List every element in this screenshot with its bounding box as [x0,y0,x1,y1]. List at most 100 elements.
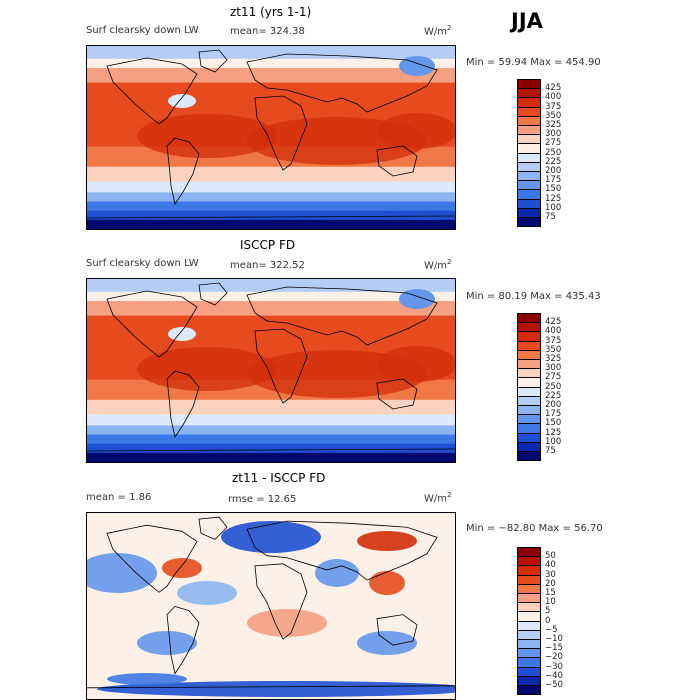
field-anomaly [97,681,455,697]
coastline [106,524,198,593]
colorbar-tick-label: 300 [545,129,562,140]
colorbar-tick-label: 100 [545,202,562,213]
field-anomaly [87,553,157,593]
field-band [87,219,455,229]
colorbar-tick-label: 50 [545,551,556,562]
colorbar-tick-label: −50 [545,680,563,690]
colorbar-tick-label: 275 [545,138,562,149]
field-anomaly [177,581,237,605]
coastline [198,282,228,306]
colorbar-tick-label: 20 [545,578,556,589]
coastline [254,95,308,171]
coastline [254,328,308,404]
colorbar-tick-label: 400 [545,92,562,103]
colorbar-tick-label: 200 [545,400,562,410]
colorbar-tick-label: 350 [545,110,562,121]
coastline [106,290,198,358]
colorbar-tick-label: 175 [545,175,562,186]
panel2-units: W/m2 [424,258,452,272]
field-blob [377,346,455,382]
panel1-minmax: Min = 59.94 Max = 454.90 [466,57,601,68]
field-band [87,399,455,416]
field-band [87,166,455,183]
field-blob [168,94,196,108]
colorbar-tick-label: 30 [545,569,556,580]
colorbar-tick-label: 150 [545,184,562,195]
colorbar-swatch [517,685,541,696]
colorbar-tick-label: 250 [545,381,562,392]
panel3-mean: mean = 1.86 [86,492,152,503]
field-band [87,452,455,462]
field-anomaly [107,673,187,685]
field-anomaly [247,609,327,637]
panel3-title: zt11 - ISCCP FD [232,471,326,485]
field-band [87,201,455,212]
panel1-mean: mean= 324.38 [230,26,305,37]
colorbar-tick-label: 275 [545,372,562,383]
coastline [198,516,228,540]
field-band [87,291,455,302]
colorbar-tick-label: 0 [545,615,551,626]
colorbar-tick-label: 15 [545,588,556,598]
colorbar-tick-label: 425 [545,83,562,94]
coastline [166,137,200,206]
coastline [376,614,418,646]
colorbar-tick-label: 250 [545,147,562,158]
colorbar-tick-label: 425 [545,317,562,328]
field-anomaly [357,631,417,655]
field-anomaly [162,558,202,578]
coastline [198,49,228,73]
colorbar-tick-label: 5 [545,606,551,617]
field-band [87,300,455,317]
colorbar-tick-label: −20 [545,652,563,663]
colorbar-tick-label: 150 [545,418,562,429]
field-band [87,181,455,194]
field-map-svg [87,513,455,699]
field-blob [137,347,277,391]
coastline [166,606,200,675]
coastline [376,145,418,177]
season-label: JJA [511,9,543,33]
coastline [87,448,455,452]
panel1-units: W/m2 [424,24,452,38]
field-blob [399,289,435,309]
colorbar-tick-label: 350 [545,344,562,355]
field-band [87,46,455,60]
field-anomaly [137,631,197,655]
coastline [254,563,308,640]
field-band [87,67,455,84]
field-band [87,210,455,221]
field-anomaly [357,531,417,551]
colorbar-tick-label: 10 [545,597,556,608]
field-band [87,425,455,436]
panel1-title: zt11 (yrs 1-1) [230,5,312,19]
colorbar-tick-label: 175 [545,409,562,420]
panel2-minmax: Min = 80.19 Max = 435.43 [466,291,601,302]
colorbar-tick-label: −15 [545,643,563,654]
colorbar-tick-label: 400 [545,326,562,337]
field-anomaly [315,559,359,587]
coastline [246,53,438,113]
panel3-map [86,512,456,700]
panel3-minmax: Min = −82.80 Max = 56.70 [466,523,603,534]
colorbar-tick-label: 100 [545,436,562,447]
colorbar-swatch [517,217,541,228]
field-band [87,58,455,69]
panel1-map [86,45,456,230]
field-map-svg [87,46,455,229]
coastline [166,370,200,439]
colorbar-tick-label: 75 [545,212,556,222]
colorbar-tick-label: −40 [545,670,563,681]
panel1-variable: Surf clearsky down LW [86,25,199,36]
colorbar-tick-label: 75 [545,446,556,456]
colorbar-tick-label: 225 [545,390,562,401]
colorbar-tick-label: −30 [545,661,563,672]
colorbar-tick-label: 375 [545,335,562,346]
panel2-variable: Surf clearsky down LW [86,258,199,269]
colorbar-swatch [517,451,541,462]
colorbar-tick-label: 325 [545,120,562,130]
colorbar-tick-label: −10 [545,634,563,644]
field-blob [377,113,455,149]
colorbar-tick-label: 325 [545,354,562,364]
field-anomaly [221,521,321,553]
